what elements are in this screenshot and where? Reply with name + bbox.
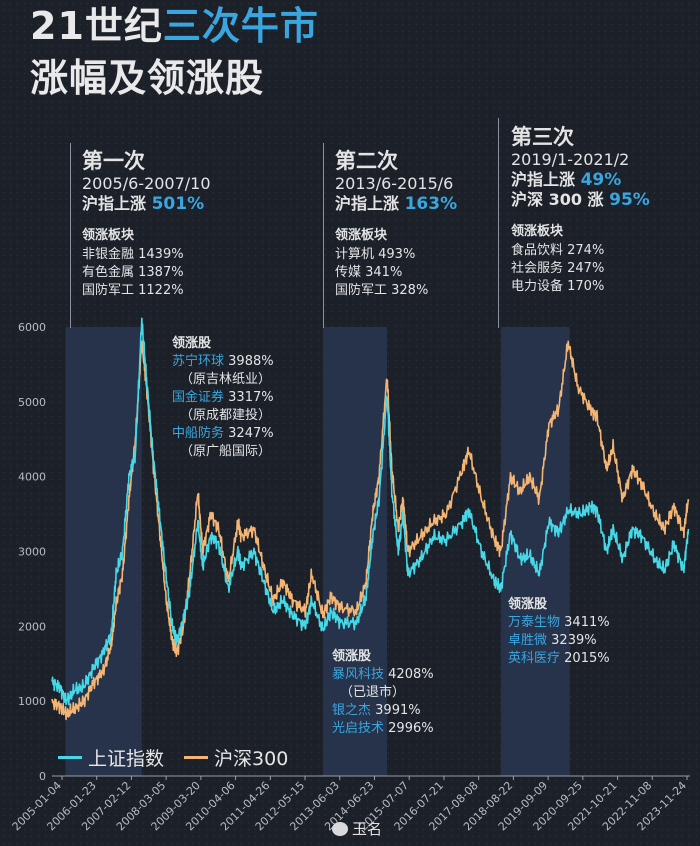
sector-item: 国防军工 1122% [82, 283, 184, 298]
y-tick-label: 5000 [18, 396, 46, 409]
y-tick-label: 2000 [18, 620, 46, 633]
phase-range: 2013/6-2015/6 [335, 174, 454, 193]
chart-legend: 上证指数 沪深300 [58, 744, 308, 771]
sector-title: 领涨板块 [511, 224, 564, 239]
legend-item-csi300: 沪深300 [184, 744, 288, 771]
phase-rise: 沪指上涨 501% [82, 194, 205, 214]
series-line-sse [51, 317, 690, 706]
sector-item: 国防军工 328% [335, 283, 429, 298]
phase3-divider [498, 118, 499, 328]
phase-rise: 沪指上涨 163% [335, 194, 458, 214]
lead-stocks-2: 领涨股 暴风科技 4208% （已退市） 银之杰 3991% 光启技术 2996… [332, 648, 434, 738]
y-tick-label: 3000 [18, 546, 46, 559]
lead-stock-note: （已退市） [340, 685, 406, 700]
lead-stock-note: （原广船国际） [180, 444, 272, 459]
sector-item: 计算机 493% [335, 247, 416, 262]
bull-period-band [322, 327, 388, 776]
sector-title: 领涨板块 [82, 228, 135, 243]
series-line-csi300 [51, 340, 690, 721]
lead-stock-item: 万泰生物 3411% [508, 615, 610, 630]
phase-rise-2: 沪深 300 涨 95% [511, 190, 650, 210]
watermark: 玉名 [332, 818, 382, 839]
lead-stock-note: （原成都建投） [180, 408, 272, 423]
page-title-line1: 21世纪三次牛市 [30, 4, 319, 48]
phase-range: 2005/6-2007/10 [82, 174, 211, 193]
y-tick-label: 0 [39, 770, 46, 783]
sector-item: 传媒 341% [335, 265, 403, 280]
bull-period-band [65, 327, 142, 776]
y-tick-label: 1000 [18, 695, 46, 708]
phase-name: 第一次 [82, 149, 145, 173]
lead-stock-item: 银之杰 3991% [332, 703, 421, 718]
bull-period-band [500, 327, 570, 776]
phase-range: 2019/1-2021/2 [511, 150, 630, 169]
phase-name: 第三次 [511, 125, 574, 149]
lead-stock-item: 国金证券 3317% [172, 390, 274, 405]
page-title-line2: 涨幅及领涨股 [30, 56, 265, 100]
phase-name: 第二次 [335, 149, 398, 173]
lead-stocks-title: 领涨股 [332, 649, 372, 664]
phase-1-info: 第一次 2005/6-2007/10 沪指上涨 501% 领涨板块 非银金融 1… [82, 148, 211, 300]
lead-stocks-title: 领涨股 [172, 336, 212, 351]
lead-stock-note: （原吉林纸业） [180, 372, 272, 387]
phase2-divider [323, 143, 324, 328]
phase-2-info: 第二次 2013/6-2015/6 沪指上涨 163% 领涨板块 计算机 493… [335, 148, 457, 300]
phase-rise: 沪指上涨 49% [511, 170, 622, 190]
lead-stocks-3: 领涨股 万泰生物 3411% 卓胜微 3239% 英科医疗 2015% [508, 596, 610, 668]
y-tick-label: 4000 [18, 471, 46, 484]
lead-stock-item: 光启技术 2996% [332, 721, 434, 736]
legend-item-sse: 上证指数 [58, 744, 164, 771]
sector-item: 电力设备 170% [511, 279, 605, 294]
title-highlight: 三次牛市 [162, 4, 319, 48]
phase1-divider [70, 143, 71, 328]
sector-item: 社会服务 247% [511, 261, 605, 276]
sector-title: 领涨板块 [335, 228, 388, 243]
sector-item: 食品饮料 274% [511, 243, 605, 258]
sector-item: 非银金融 1439% [82, 247, 184, 262]
lead-stocks-title: 领涨股 [508, 597, 548, 612]
lead-stock-item: 英科医疗 2015% [508, 651, 610, 666]
lead-stock-item: 暴风科技 4208% [332, 667, 434, 682]
weibo-icon [332, 821, 348, 836]
y-tick-label: 6000 [18, 321, 46, 334]
lead-stock-item: 卓胜微 3239% [508, 633, 597, 648]
sector-item: 有色金属 1387% [82, 265, 184, 280]
lead-stock-item: 中船防务 3247% [172, 426, 274, 441]
lead-stocks-1: 领涨股 苏宁环球 3988% （原吉林纸业） 国金证券 3317% （原成都建投… [172, 335, 274, 461]
lead-stock-item: 苏宁环球 3988% [172, 354, 274, 369]
phase-3-info: 第三次 2019/1-2021/2 沪指上涨 49% 沪深 300 涨 95% … [511, 124, 650, 296]
